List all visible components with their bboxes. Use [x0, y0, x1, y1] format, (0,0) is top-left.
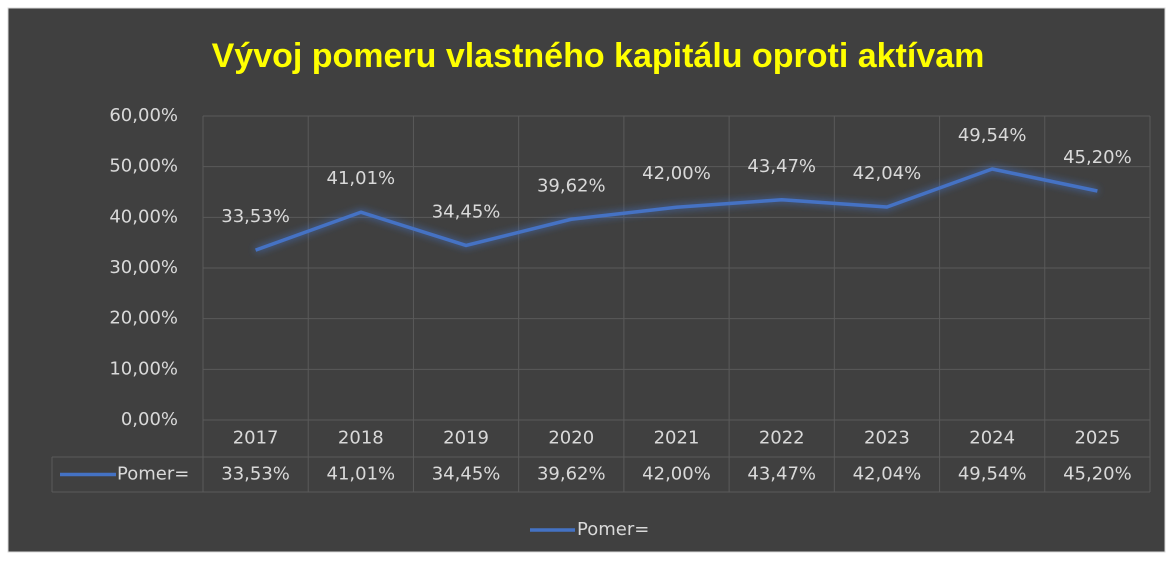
y-tick-label: 0,00% [121, 409, 178, 430]
table-value: 39,62% [537, 464, 606, 485]
table-value: 49,54% [958, 464, 1027, 485]
data-label: 41,01% [327, 168, 396, 189]
data-label: 42,04% [853, 163, 922, 184]
table-value: 33,53% [221, 464, 290, 485]
data-label: 42,00% [642, 163, 711, 184]
y-tick-label: 10,00% [109, 358, 178, 379]
x-tick-label: 2018 [338, 428, 384, 449]
x-tick-label: 2024 [969, 428, 1015, 449]
x-tick-label: 2020 [548, 428, 594, 449]
table-value: 43,47% [747, 464, 816, 485]
table-value: 45,20% [1063, 464, 1132, 485]
data-line [255, 167, 1098, 252]
data-label: 49,54% [958, 125, 1027, 146]
table-value: 42,04% [853, 464, 922, 485]
y-tick-label: 40,00% [109, 206, 178, 227]
legend-label: Pomer= [577, 519, 649, 540]
chart-title: Vývoj pomeru vlastného kapitálu oproti a… [212, 37, 985, 75]
x-tick-label: 2023 [864, 428, 910, 449]
x-tick-label: 2019 [443, 428, 489, 449]
table-value: 42,00% [642, 464, 711, 485]
y-tick-label: 30,00% [109, 257, 178, 278]
table-value: 41,01% [327, 464, 396, 485]
x-tick-label: 2025 [1074, 428, 1120, 449]
y-tick-label: 20,00% [109, 308, 178, 329]
data-label: 45,20% [1063, 147, 1132, 168]
x-tick-label: 2017 [233, 428, 279, 449]
data-label: 33,53% [221, 206, 290, 227]
data-label: 43,47% [747, 156, 816, 177]
x-tick-label: 2022 [759, 428, 805, 449]
y-tick-label: 60,00% [109, 105, 178, 126]
chart-background [7, 7, 1166, 553]
y-tick-label: 50,00% [109, 156, 178, 177]
table-legend-label: Pomer= [117, 464, 189, 485]
data-label: 34,45% [432, 201, 501, 222]
x-tick-label: 2021 [654, 428, 700, 449]
table-value: 34,45% [432, 464, 501, 485]
data-label: 39,62% [537, 175, 606, 196]
